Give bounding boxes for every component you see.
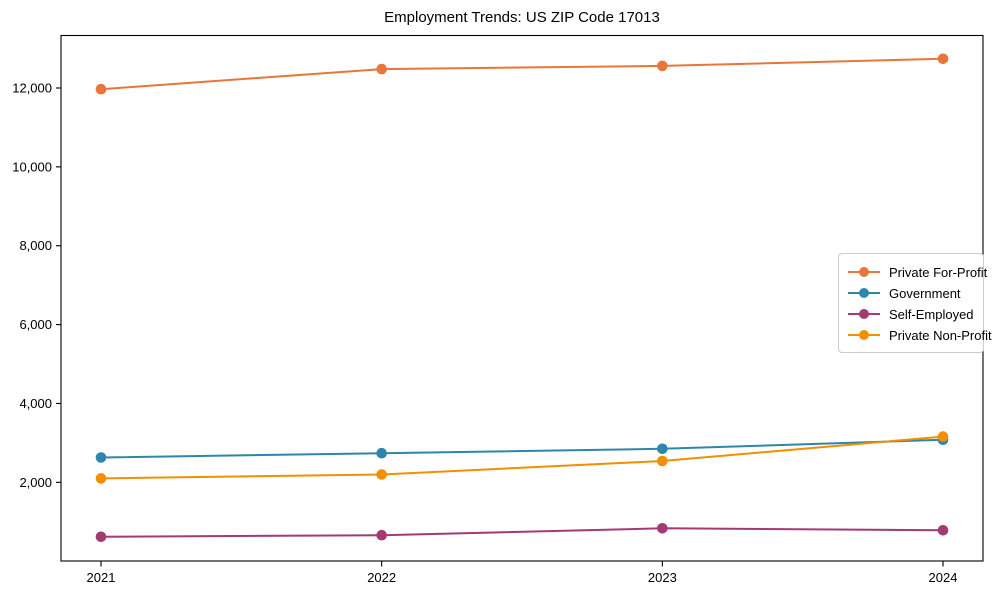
legend-entry-private-non-profit: Private Non-Profit	[847, 325, 992, 345]
x-tick-label: 2022	[367, 570, 396, 585]
chart-title: Employment Trends: US ZIP Code 17013	[384, 9, 660, 26]
legend-marker-icon	[848, 309, 880, 319]
data-point-self-employed-2024	[937, 525, 949, 536]
y-tick-label: 2,000	[19, 475, 52, 490]
data-point-private-non-profit-2024	[937, 431, 949, 442]
data-point-private-for-profit-2023	[657, 60, 668, 72]
data-point-private-non-profit-2022	[376, 469, 387, 480]
legend-marker-icon	[848, 330, 880, 340]
legend-label: Private Non-Profit	[889, 327, 992, 343]
legend-label: Self-Employed	[889, 306, 974, 322]
legend: Private For-Profit Government Self-Employe…	[838, 253, 992, 353]
data-point-private-for-profit-2021	[95, 83, 107, 95]
y-tick-label: 10,000	[12, 159, 52, 174]
legend-entry-government: Government	[847, 283, 975, 303]
y-tick-label: 12,000	[12, 81, 52, 96]
data-point-self-employed-2023	[657, 523, 668, 534]
y-tick-label: 8,000	[19, 238, 52, 253]
data-point-government-2022	[376, 447, 387, 459]
legend-marker-icon	[848, 288, 880, 298]
series-line-private-non-profit	[100, 435, 944, 480]
data-point-private-for-profit-2022	[376, 63, 387, 75]
data-point-private-for-profit-2024	[937, 53, 949, 65]
series-line-government	[100, 438, 944, 459]
x-tick-label: 2023	[648, 570, 677, 585]
x-tick-label: 2024	[929, 570, 958, 585]
y-tick-label: 4,000	[19, 396, 52, 411]
series-line-private-for-profit	[100, 57, 944, 91]
data-point-self-employed-2022	[376, 529, 387, 541]
legend-entry-self-employed: Self-Employed	[847, 304, 975, 324]
y-tick-label: 6,000	[19, 317, 52, 332]
data-point-self-employed-2021	[95, 531, 107, 543]
series-line-self-employed	[100, 527, 944, 538]
legend-label: Private For-Profit	[889, 264, 988, 280]
legend-label: Government	[889, 285, 961, 301]
data-point-private-non-profit-2021	[95, 473, 107, 484]
data-point-government-2023	[657, 443, 668, 455]
legend-entry-private-for-profit: Private For-Profit	[847, 262, 987, 282]
x-tick-label: 2021	[87, 570, 116, 585]
data-point-private-non-profit-2023	[657, 455, 668, 467]
data-point-government-2021	[95, 452, 107, 463]
legend-marker-icon	[848, 267, 880, 277]
